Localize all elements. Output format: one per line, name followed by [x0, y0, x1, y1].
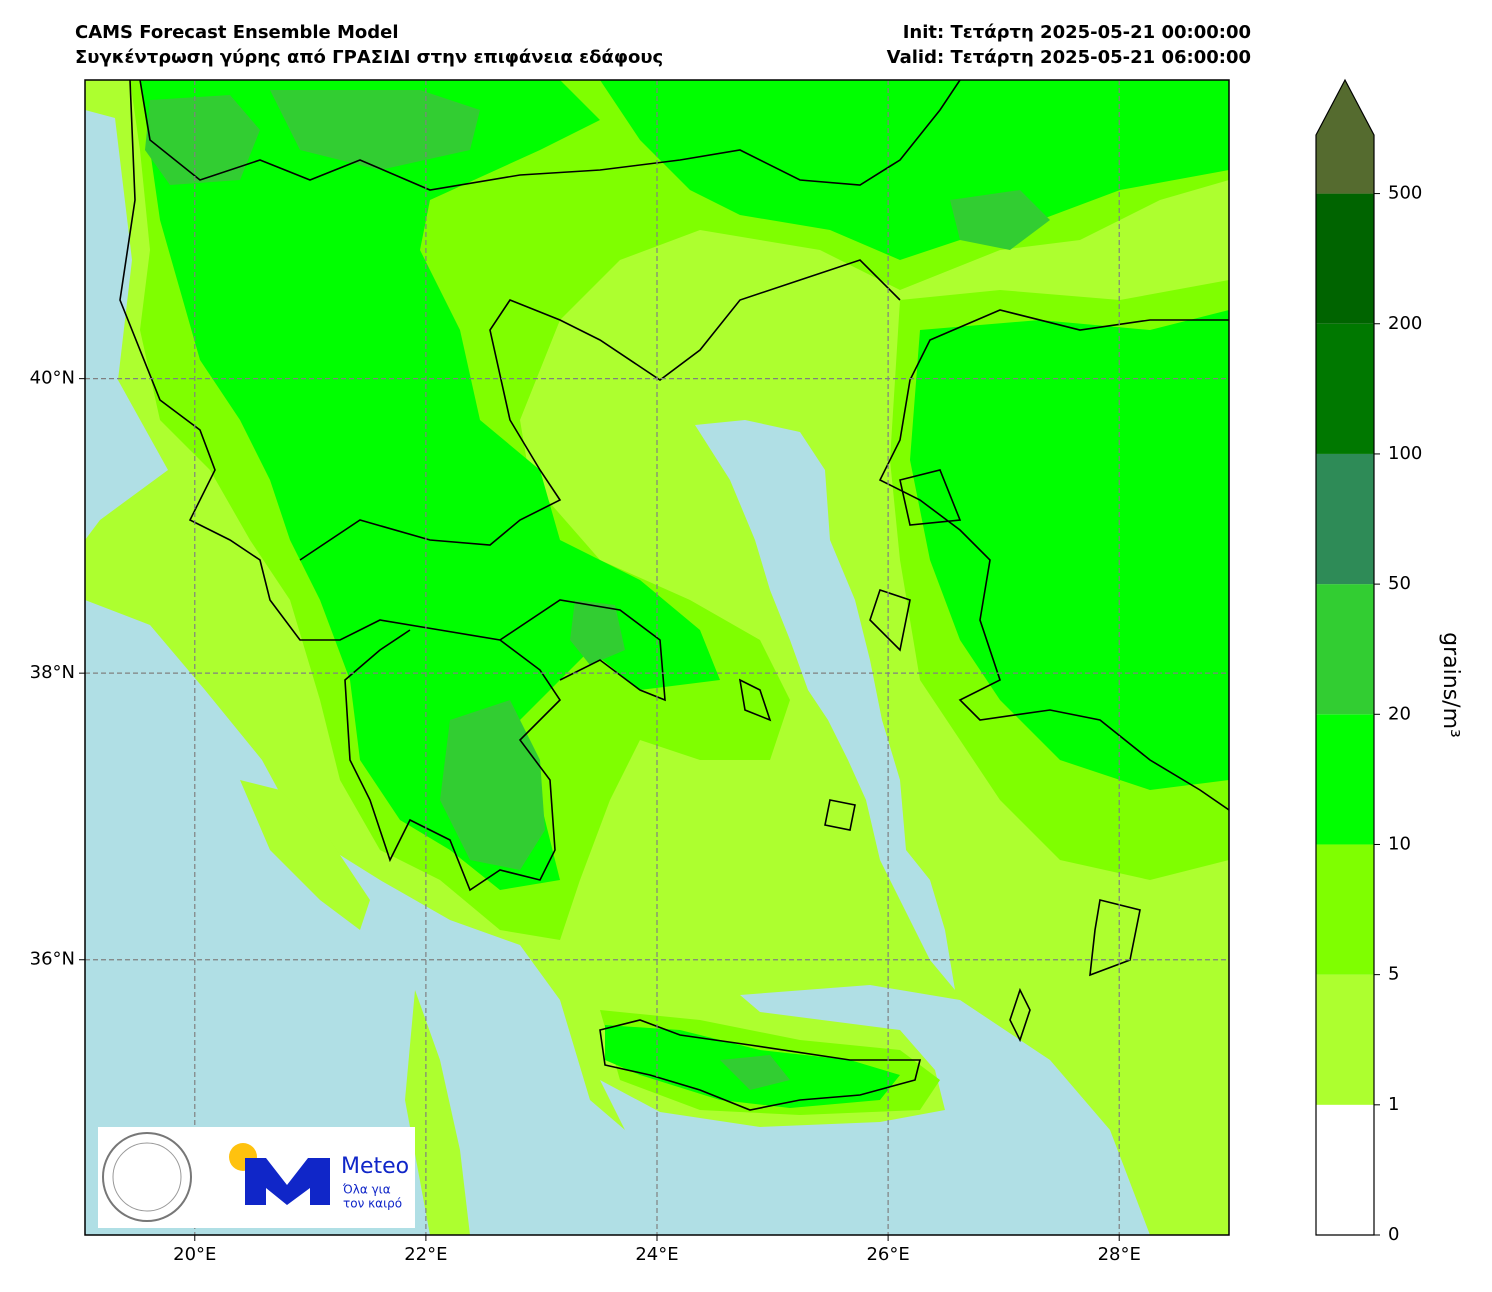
colorbar-tick-label: 5	[1388, 964, 1399, 985]
colorbar-tick-label: 50	[1388, 573, 1411, 594]
field	[270, 90, 480, 170]
colorbar-frame	[1315, 78, 1375, 1236]
m-logo	[245, 1158, 330, 1205]
x-tick-label: 28°E	[1098, 1244, 1141, 1265]
emblem	[102, 1132, 192, 1222]
coastline	[119, 80, 562, 892]
colorbar-band	[1316, 193, 1374, 324]
coastline	[599, 1019, 922, 1111]
colorbar-tick-label: 20	[1388, 703, 1411, 724]
coastline	[1089, 899, 1141, 977]
colorbar-label: grains/m³	[1438, 632, 1463, 738]
x-tick-label: 22°E	[404, 1244, 447, 1265]
colorbar-band	[1316, 844, 1374, 975]
sea	[85, 600, 700, 1235]
x-tick-label: 24°E	[635, 1244, 678, 1265]
valid-time: Valid: Τετάρτη 2025-05-21 06:00:00	[887, 47, 1251, 68]
colorbar-band	[1316, 584, 1374, 715]
sea	[85, 110, 168, 540]
coastline	[299, 259, 901, 561]
colorbar-band	[1316, 714, 1374, 845]
coastline	[499, 599, 666, 702]
colorbar-tick-label: 500	[1388, 183, 1422, 204]
border	[139, 80, 961, 191]
coastline	[738, 469, 1031, 1043]
emblem-inner	[112, 1142, 182, 1212]
y-tick-label: 40°N	[30, 368, 75, 389]
field	[910, 310, 1229, 790]
field	[720, 1055, 790, 1090]
colorbar-band	[1316, 453, 1374, 585]
colorbar-extend	[1316, 80, 1374, 194]
colorbar-band	[1316, 1104, 1374, 1235]
field	[950, 190, 1050, 250]
subtitle: Συγκέντρωση γύρης από ΓΡΑΣΙΔΙ στην επιφά…	[75, 47, 663, 68]
colorbar-tick-label: 0	[1388, 1224, 1399, 1245]
field	[600, 80, 1229, 260]
map	[85, 80, 1229, 1235]
init-time: Init: Τετάρτη 2025-05-21 00:00:00	[903, 22, 1251, 43]
y-tick-label: 36°N	[30, 949, 75, 970]
colorbar: 0 1 5 10 20 50 100 200 500	[1315, 78, 1422, 1245]
logo-tagline: Όλα για	[342, 1183, 391, 1197]
logo-name: Meteo	[341, 1154, 409, 1179]
field	[405, 990, 470, 1235]
map-frame	[84, 79, 1230, 1236]
sea	[695, 420, 955, 990]
colorbar-band	[1316, 323, 1374, 454]
field	[570, 600, 625, 665]
sea	[600, 985, 1150, 1235]
field	[145, 95, 260, 185]
x-tick-label: 20°E	[173, 1244, 216, 1265]
field	[140, 80, 720, 890]
field	[240, 780, 370, 930]
coastline	[878, 309, 1229, 811]
logo-tagline: τον καιρό	[343, 1197, 402, 1211]
colorbar-band	[1316, 974, 1374, 1105]
y-tick-label: 38°N	[30, 662, 75, 683]
field	[440, 700, 545, 870]
colorbar-tick-label: 10	[1388, 833, 1411, 854]
colorbar-tick-label: 1	[1388, 1094, 1399, 1115]
x-tick-label: 26°E	[866, 1244, 909, 1265]
colorbar-tick-label: 100	[1388, 443, 1422, 464]
logo: Meteo Όλα για τον καιρό	[98, 1127, 415, 1228]
title: CAMS Forecast Ensemble Model	[75, 22, 399, 43]
colorbar-tick-label: 200	[1388, 313, 1422, 334]
